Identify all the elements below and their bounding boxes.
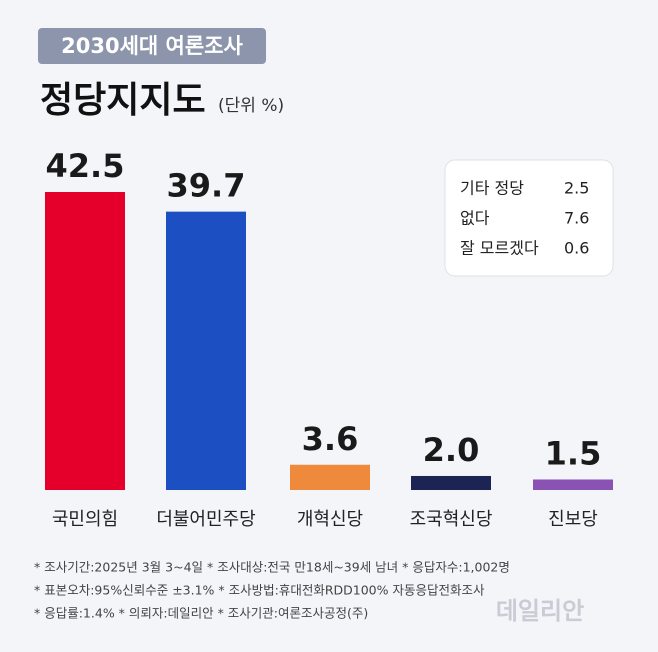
value-label: 1.5 [545, 434, 602, 472]
other-box [444, 159, 614, 277]
category-label: 진보당 [548, 509, 598, 530]
other-value: 7.6 [564, 209, 589, 228]
bar [533, 479, 613, 490]
footnote: * 응답률:1.4% * 의뢰자:데일리안 * 조사기관:여론조사공정(주) [34, 606, 368, 621]
badge: 2030세대 여론조사 [61, 34, 243, 58]
other-label: 없다 [460, 209, 490, 228]
footnote: * 표본오차:95%신뢰수준 ±3.1% * 조사방법:휴대전화RDD100% … [34, 583, 485, 598]
other-value: 0.6 [564, 239, 589, 258]
chart-title: 정당지지도 [40, 80, 206, 121]
bar [290, 464, 370, 490]
value-label: 3.6 [302, 420, 359, 458]
bar [45, 192, 125, 490]
footnote: * 조사기간:2025년 3월 3~4일 * 조사대상:전국 만18세~39세 … [34, 560, 510, 575]
other-label: 기타 정당 [460, 179, 524, 198]
bar [166, 211, 246, 490]
other-label: 잘 모르겠다 [460, 239, 539, 258]
value-label: 39.7 [167, 167, 246, 205]
other-value: 2.5 [564, 179, 589, 198]
badge-box [38, 28, 266, 64]
bar [411, 475, 491, 490]
category-label: 조국혁신당 [410, 509, 493, 530]
category-label: 국민의힘 [52, 509, 118, 530]
category-label: 더불어민주당 [156, 509, 255, 530]
watermark: 데일리안 [496, 597, 584, 625]
value-label: 2.0 [423, 431, 480, 469]
value-label: 42.5 [46, 147, 125, 185]
category-label: 개혁신당 [297, 509, 363, 530]
unit-note: (단위 %) [218, 96, 284, 116]
